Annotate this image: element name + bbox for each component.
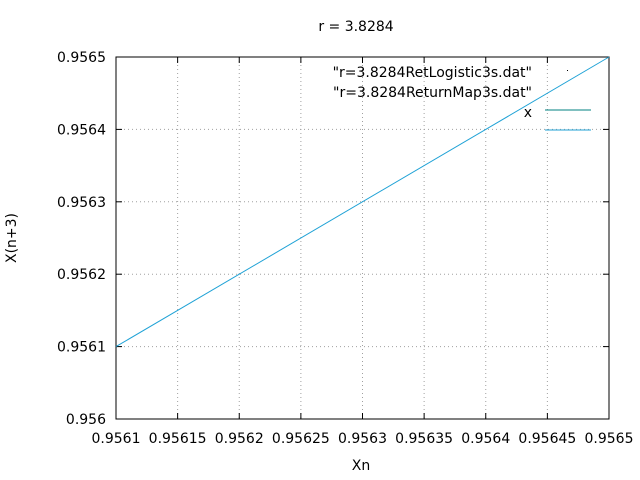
x-tick-label: 0.9565 bbox=[585, 431, 634, 447]
y-tick-label: 0.9563 bbox=[57, 195, 106, 211]
x-tick-label: 0.95635 bbox=[395, 431, 453, 447]
legend-label: "r=3.8284RetLogistic3s.dat" bbox=[333, 65, 532, 81]
legend-label: x bbox=[524, 105, 532, 121]
x-tick-label: 0.95625 bbox=[272, 431, 330, 447]
y-tick-label: 0.9564 bbox=[57, 122, 106, 138]
x-axis-label: Xn bbox=[352, 458, 370, 474]
x-tick-label: 0.9563 bbox=[338, 431, 387, 447]
series-line bbox=[115, 56, 610, 348]
y-tick-label: 0.9561 bbox=[57, 340, 106, 356]
x-tick-label: 0.95615 bbox=[149, 431, 207, 447]
plot-border bbox=[115, 56, 610, 420]
chart-title: r = 3.8284 bbox=[318, 19, 393, 35]
axes: 0.9561 0.95615 0.9562 0.95625 0.9563 0.95635 0… bbox=[57, 50, 634, 447]
y-tick-label: 0.956 bbox=[66, 412, 106, 428]
y-axis-label: X(n+3) bbox=[4, 213, 20, 263]
legend: "r=3.8284RetLogistic3s.dat" "r=3.8284Retu… bbox=[333, 65, 591, 131]
legend-swatch bbox=[567, 70, 568, 71]
x-tick-label: 0.9562 bbox=[215, 431, 264, 447]
y-tick-label: 0.9562 bbox=[57, 267, 106, 283]
series-layer bbox=[115, 56, 610, 348]
x-tick-label: 0.95645 bbox=[518, 431, 576, 447]
x-tick-label: 0.9564 bbox=[461, 431, 510, 447]
legend-label: "r=3.8284ReturnMap3s.dat" bbox=[333, 85, 532, 101]
y-tick-label: 0.9565 bbox=[57, 50, 106, 66]
x-tick-label: 0.9561 bbox=[92, 431, 141, 447]
